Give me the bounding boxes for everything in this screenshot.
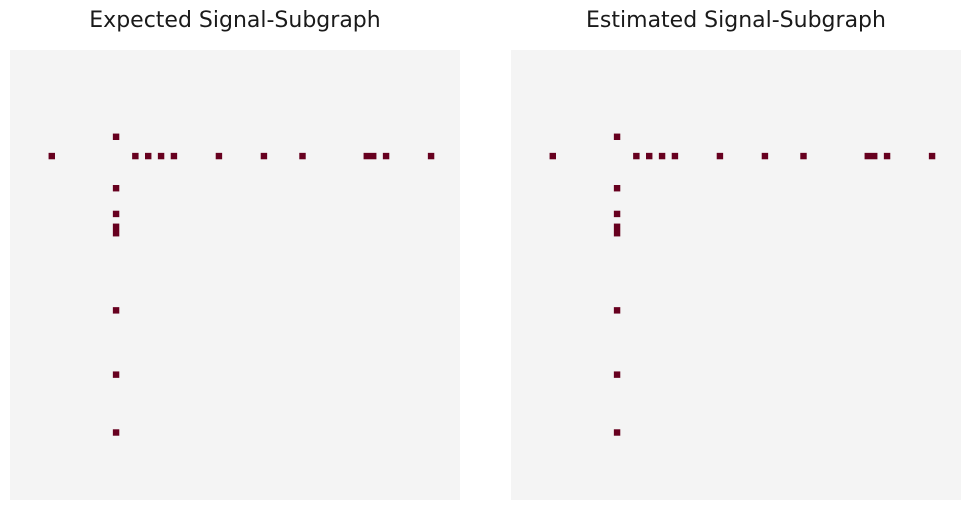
heatmap-cell [658,152,666,160]
heatmap-cell [613,133,621,140]
heatmap-cell [800,152,807,160]
heatmap-cell [871,152,878,160]
heatmap-cell [363,152,370,160]
heatmap-cell [883,152,891,160]
chart-title: Expected Signal-Subgraph [89,8,381,33]
expected-heatmap-panel: Expected Signal-Subgraph [10,0,460,511]
heatmap-cell [613,230,621,237]
heatmap-background [511,50,961,500]
heatmap-cell [112,185,120,192]
chart-title: Estimated Signal-Subgraph [586,8,886,33]
heatmap-cell [382,152,390,160]
heatmap-cell [157,152,165,160]
heatmap-cell [145,152,152,160]
heatmap-cell [370,152,377,160]
heatmap-cell [48,152,55,160]
heatmap-cell [112,133,120,140]
heatmap-cell [170,152,178,160]
heatmap-cell [671,152,679,160]
heatmap-cell [716,152,724,160]
heatmap-cell [613,429,621,436]
estimated-heatmap-panel: Estimated Signal-Subgraph [511,0,961,511]
heatmap-cell [864,152,871,160]
heatmap-cell [112,429,120,436]
heatmap-cell [928,152,936,160]
expected-heatmap [10,50,460,500]
heatmap-cell [112,210,120,218]
heatmap-cell [112,223,120,230]
heatmap-cell [260,152,268,160]
heatmap-cell [613,185,621,192]
heatmap-cell [549,152,556,160]
heatmap-cell [299,152,306,160]
heatmap-cell [132,152,139,160]
heatmap-cell [427,152,435,160]
estimated-heatmap [511,50,961,500]
heatmap-cell [112,230,120,237]
heatmap-background [10,50,460,500]
heatmap-cell [215,152,223,160]
heatmap-cell [112,371,120,378]
heatmap-cell [646,152,653,160]
heatmap-cell [761,152,769,160]
heatmap-cell [112,307,120,314]
heatmap-cell [633,152,640,160]
heatmap-cell [613,307,621,314]
heatmap-cell [613,371,621,378]
heatmap-cell [613,223,621,230]
heatmap-cell [613,210,621,218]
